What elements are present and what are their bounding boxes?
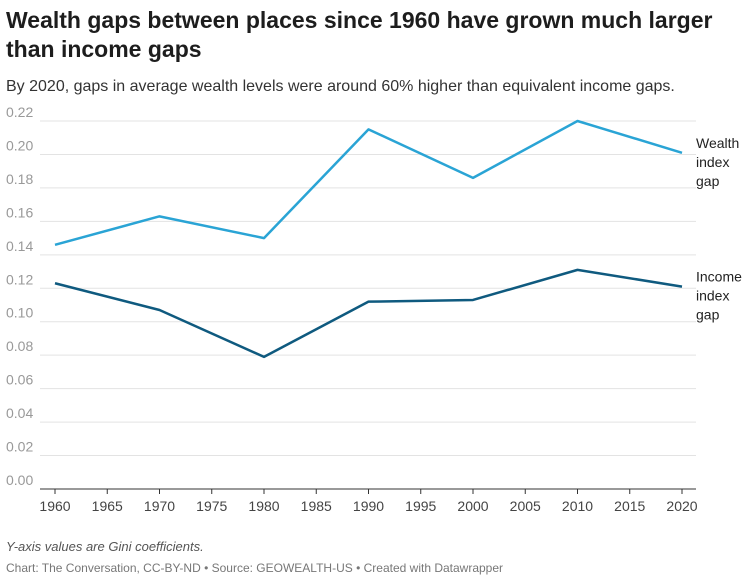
series-line-wealth [54, 119, 683, 246]
y-tick-label: 0.06 [6, 372, 33, 388]
x-tick-label: 1980 [248, 498, 279, 514]
x-tick-label: 2000 [457, 498, 488, 514]
y-tick-label: 0.00 [6, 472, 33, 488]
x-tick-label: 1975 [196, 498, 227, 514]
y-tick-label: 0.04 [6, 405, 33, 421]
y-tick-label: 0.02 [6, 439, 33, 455]
source-line: Chart: The Conversation, CC-BY-ND • Sour… [6, 561, 504, 575]
x-tick-label: 1960 [39, 498, 70, 514]
series-label: gap [696, 307, 720, 323]
y-tick-label: 0.08 [6, 338, 33, 354]
x-tick-label: 2010 [562, 498, 593, 514]
y-tick-label: 0.16 [6, 204, 33, 220]
series-line-income [54, 268, 683, 359]
x-tick-label: 1970 [144, 498, 175, 514]
series-label: gap [696, 173, 720, 189]
footnote: Y-axis values are Gini coefficients. [6, 539, 204, 554]
y-tick-label: 0.20 [6, 137, 33, 153]
x-tick-label: 1985 [301, 498, 332, 514]
y-tick-label: 0.22 [6, 104, 33, 120]
series-label: index [696, 154, 729, 170]
x-tick-label: 1990 [353, 498, 384, 514]
y-tick-label: 0.10 [6, 305, 33, 321]
y-tick-label: 0.18 [6, 171, 33, 187]
x-tick-label: 1995 [405, 498, 436, 514]
x-tick-label: 2015 [614, 498, 645, 514]
x-tick-label: 2005 [510, 498, 541, 514]
series-label: Wealth [696, 135, 739, 151]
line-chart: 0.00 0.02 0.04 0.06 0.08 0.10 0.12 0.14 0.16 0.18… [6, 104, 742, 514]
chart-title: Wealth gaps between places since 1960 ha… [6, 7, 713, 62]
series-label: Income [696, 269, 742, 285]
chart-subtitle: By 2020, gaps in average wealth levels w… [6, 78, 675, 95]
x-tick-label: 2020 [666, 498, 697, 514]
x-tick-label: 1965 [92, 498, 123, 514]
y-tick-label: 0.14 [6, 238, 33, 254]
series-label: index [696, 288, 729, 304]
y-tick-label: 0.12 [6, 271, 33, 287]
